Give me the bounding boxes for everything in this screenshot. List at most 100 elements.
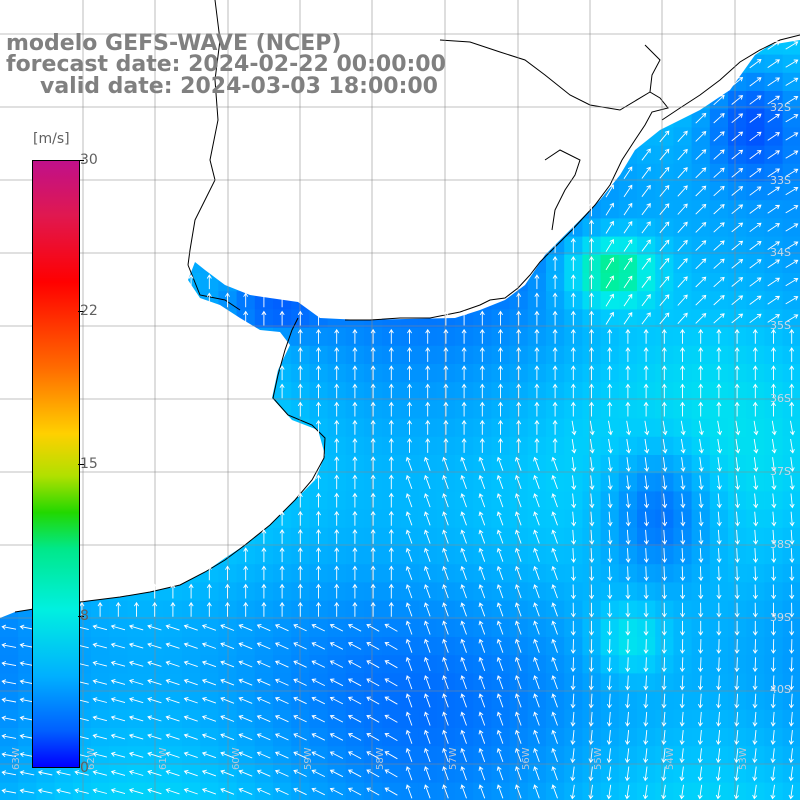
wind-arrow xyxy=(514,766,522,781)
wind-arrow xyxy=(752,693,758,709)
wind-arrow xyxy=(662,438,668,454)
wind-arrow xyxy=(752,730,758,745)
wind-arrow xyxy=(659,221,670,234)
wind-arrow xyxy=(334,547,340,563)
wind-arrow xyxy=(570,401,576,417)
wind-arrow xyxy=(1,697,17,703)
wind-arrow xyxy=(316,419,321,435)
wind-arrow xyxy=(588,784,594,800)
wind-arrow xyxy=(297,347,303,362)
wind-arrow xyxy=(679,730,685,745)
wind-arrow xyxy=(274,715,289,723)
wind-arrow xyxy=(661,365,667,381)
wind-arrow xyxy=(279,292,285,308)
wind-arrow xyxy=(442,747,449,763)
wind-arrow xyxy=(293,660,307,668)
wind-arrow xyxy=(165,678,180,686)
wind-arrow xyxy=(370,583,376,599)
wind-arrow xyxy=(297,565,303,581)
wind-arrow xyxy=(570,711,576,727)
wind-arrow xyxy=(789,365,795,381)
wind-arrow xyxy=(206,565,212,581)
wind-arrow xyxy=(589,401,594,417)
wind-arrow xyxy=(698,475,704,491)
wind-arrow xyxy=(571,475,577,491)
wind-arrow xyxy=(352,419,358,435)
wind-cell xyxy=(291,782,310,800)
wind-arrow xyxy=(680,548,686,563)
wind-arrow xyxy=(715,748,721,764)
wind-arrow xyxy=(534,292,540,308)
wind-arrow xyxy=(753,438,759,454)
wind-arrow xyxy=(496,456,504,471)
wind-arrow xyxy=(785,132,799,141)
wind-arrow xyxy=(238,733,253,741)
wind-arrow xyxy=(352,547,358,563)
wind-arrow xyxy=(641,184,651,197)
wind-arrow xyxy=(405,602,413,617)
wind-arrow xyxy=(771,401,776,417)
wind-arrow xyxy=(243,601,249,617)
wind-arrow xyxy=(785,95,799,105)
wind-arrow xyxy=(461,310,467,326)
wind-arrow xyxy=(256,769,271,777)
longitude-label: 62W xyxy=(86,747,97,770)
wind-arrow xyxy=(405,547,413,562)
wind-arrow xyxy=(771,365,776,381)
wind-arrow xyxy=(279,601,285,617)
wind-arrow xyxy=(366,714,380,723)
wind-arrow xyxy=(734,347,740,362)
wind-arrow xyxy=(695,131,707,142)
wind-arrow xyxy=(352,401,358,417)
wind-arrow xyxy=(625,639,631,654)
wind-arrow xyxy=(552,292,558,308)
wind-arrow xyxy=(735,475,741,491)
wind-arrow xyxy=(388,383,394,399)
wind-arrow xyxy=(366,733,380,741)
wind-arrow xyxy=(734,328,740,344)
wind-arrow xyxy=(311,642,325,650)
wind-arrow xyxy=(352,529,358,544)
wind-arrow xyxy=(677,294,688,306)
wind-arrow xyxy=(713,167,725,178)
wind-arrow xyxy=(643,584,649,600)
wind-arrow xyxy=(677,258,688,270)
wind-arrow xyxy=(534,383,540,399)
wind-arrow xyxy=(110,624,126,631)
wind-arrow xyxy=(201,769,217,777)
wind-arrow xyxy=(147,715,162,722)
wind-arrow xyxy=(19,624,35,630)
wind-arrow xyxy=(514,693,522,708)
wind-cell xyxy=(18,782,37,800)
wind-arrow xyxy=(443,365,449,381)
wind-arrow xyxy=(679,766,685,782)
wind-arrow xyxy=(734,620,740,636)
wind-arrow xyxy=(442,529,449,544)
wind-arrow xyxy=(785,241,799,250)
wind-arrow xyxy=(552,347,558,362)
wind-arrow xyxy=(641,294,651,307)
wind-arrow xyxy=(334,401,340,417)
wind-arrow xyxy=(461,438,467,453)
wind-arrow xyxy=(478,565,486,581)
wind-arrow xyxy=(407,365,412,381)
wind-arrow xyxy=(261,565,267,581)
border-line-2 xyxy=(544,149,581,231)
wind-arrow xyxy=(329,696,344,705)
wind-arrow xyxy=(607,511,613,527)
border-line xyxy=(187,0,221,266)
wind-arrow xyxy=(589,420,595,436)
wind-arrow xyxy=(713,94,725,106)
wind-arrow xyxy=(316,529,321,544)
wind-arrow xyxy=(534,328,540,344)
wind-arrow xyxy=(316,583,321,599)
wind-arrow xyxy=(716,602,722,618)
wind-arrow xyxy=(789,657,795,673)
wind-arrow xyxy=(201,696,217,704)
wind-arrow xyxy=(771,602,777,618)
wind-arrow xyxy=(384,751,398,760)
wind-arrow xyxy=(570,365,576,381)
wind-arrow xyxy=(92,679,108,685)
wind-arrow xyxy=(279,529,285,544)
wind-arrow xyxy=(19,642,35,648)
